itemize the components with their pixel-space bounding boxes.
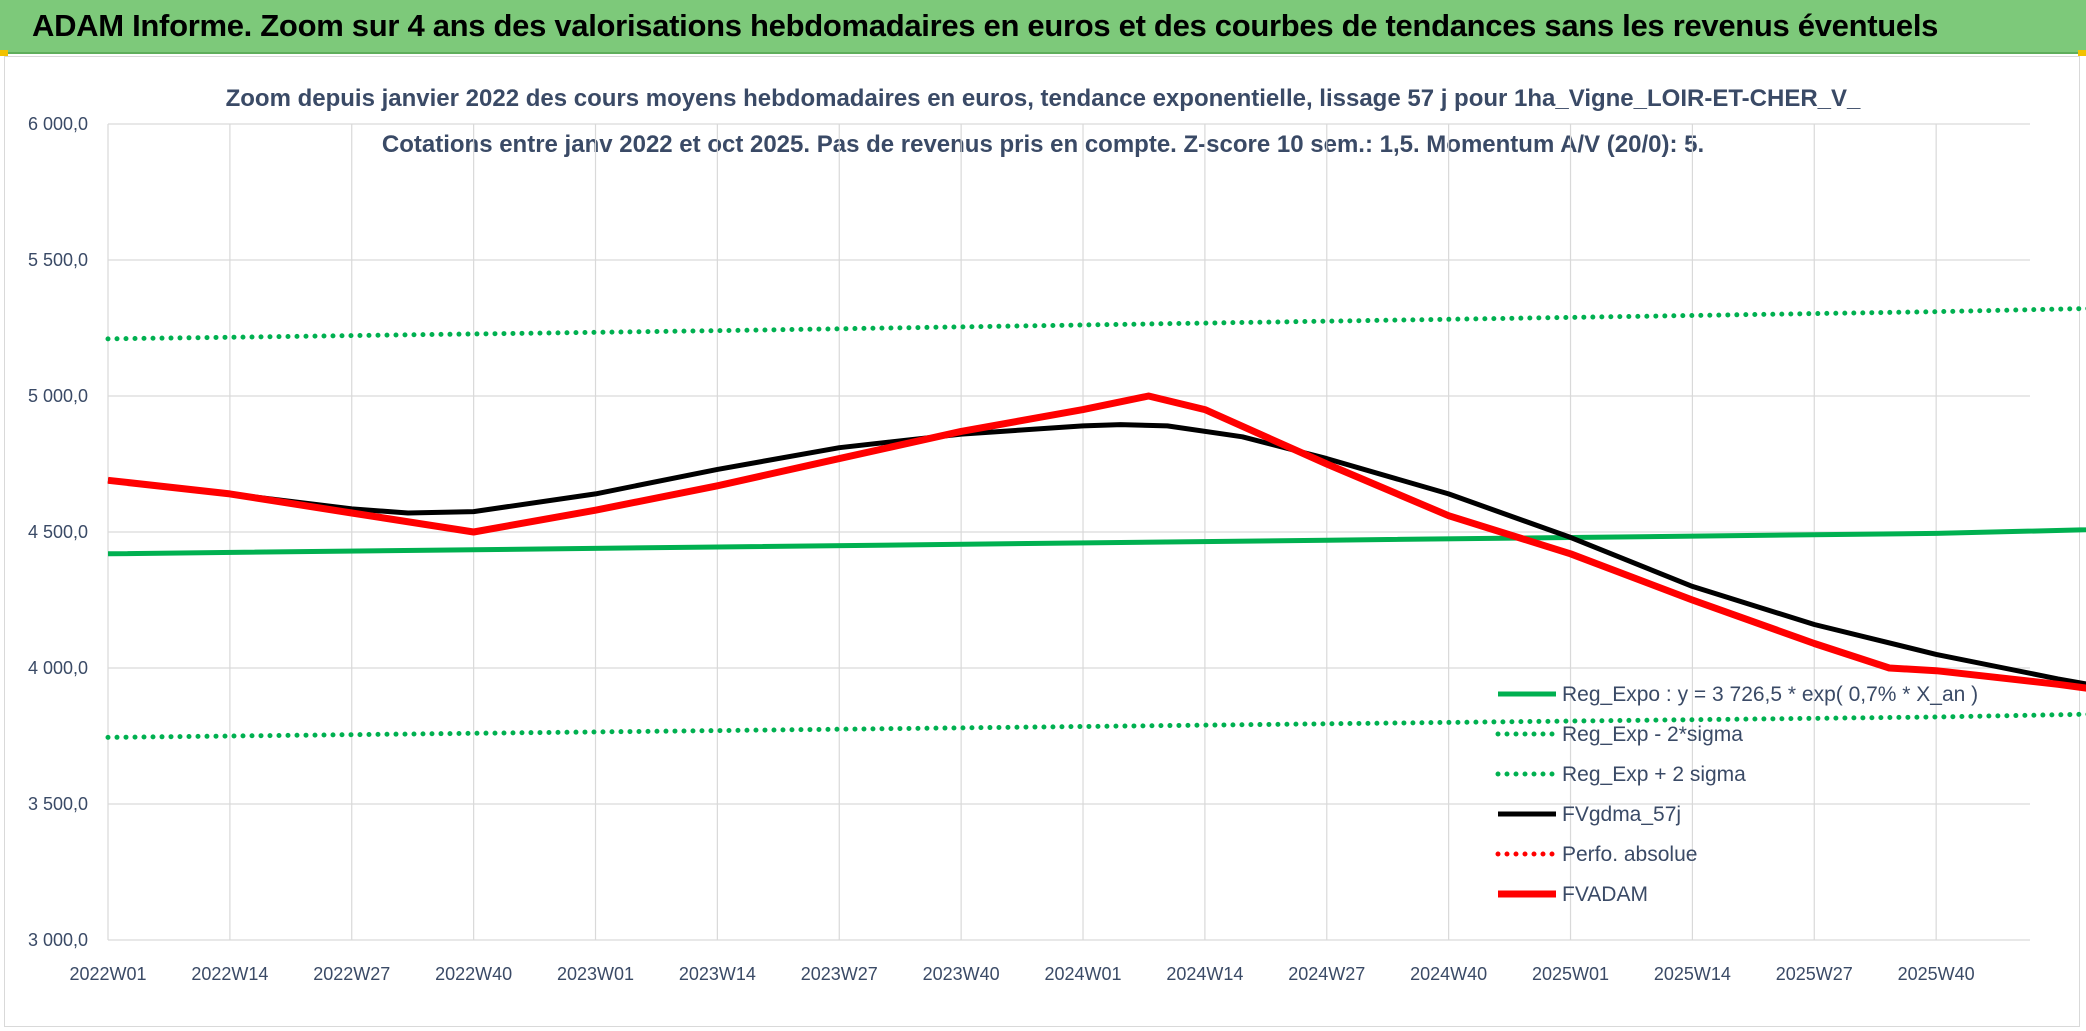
legend-label: FVADAM	[1562, 883, 1648, 906]
y-tick-label: 5 000,0	[28, 386, 88, 406]
x-tick-label: 2025W14	[1654, 964, 1731, 984]
legend-label: Reg_Exp - 2*sigma	[1562, 723, 1743, 746]
x-tick-label: 2023W14	[679, 964, 756, 984]
x-tick-label: 2023W01	[557, 964, 634, 984]
legend-label: Reg_Exp + 2 sigma	[1562, 763, 1746, 786]
chart-frame	[4, 56, 2080, 1027]
y-tick-label: 4 000,0	[28, 658, 88, 678]
legend-label: Reg_Expo : y = 3 726,5 * exp( 0,7% * X_a…	[1562, 683, 1978, 706]
series-line-fvadam	[107, 392, 2086, 692]
legend-label: Perfo. absolue	[1562, 843, 1697, 866]
x-tick-label: 2022W27	[313, 964, 390, 984]
y-tick-label: 3 500,0	[28, 794, 88, 814]
x-tick-label: 2025W01	[1532, 964, 1609, 984]
x-tick-label: 2024W27	[1288, 964, 1365, 984]
x-tick-label: 2023W40	[923, 964, 1000, 984]
banner-corner-left	[0, 50, 8, 56]
x-tick-label: 2024W40	[1410, 964, 1487, 984]
chart-title: Zoom depuis janvier 2022 des cours moyen…	[226, 85, 1861, 112]
series-line-reg-exp	[105, 711, 2086, 740]
x-tick-label: 2024W01	[1044, 964, 1121, 984]
x-tick-label: 2022W14	[191, 964, 268, 984]
y-tick-label: 6 000,0	[28, 114, 88, 134]
banner-corner-right	[2078, 50, 2086, 56]
series-line-fvgdma-57j	[107, 422, 2086, 687]
x-axis-ticks: 2022W01 2022W14 2022W27 2022W40 2023W01 2023W…	[69, 964, 1974, 984]
legend: Reg_Expo : y = 3 726,5 * exp( 0,7% * X_a…	[1495, 683, 1978, 906]
y-tick-label: 5 500,0	[28, 250, 88, 270]
series-lines	[105, 306, 2086, 740]
series-line-reg-exp	[105, 306, 2086, 342]
y-axis-ticks: 3 000,0 3 500,0 4 000,0 4 500,0 5 000,0 5 500…	[28, 114, 88, 950]
y-tick-label: 3 000,0	[28, 930, 88, 950]
y-tick-label: 4 500,0	[28, 522, 88, 542]
series-line-reg-expo	[107, 527, 2086, 557]
chart-subtitle: Cotations entre janv 2022 et oct 2025. P…	[382, 131, 1704, 158]
x-tick-label: 2022W40	[435, 964, 512, 984]
x-tick-label: 2024W14	[1166, 964, 1243, 984]
report-banner: ADAM Informe. Zoom sur 4 ans des valoris…	[0, 0, 2086, 54]
x-tick-label: 2025W27	[1776, 964, 1853, 984]
x-tick-label: 2025W40	[1898, 964, 1975, 984]
x-tick-label: 2022W01	[69, 964, 146, 984]
gridlines	[107, 123, 2030, 941]
legend-label: FVgdma_57j	[1562, 803, 1681, 826]
report-title: ADAM Informe. Zoom sur 4 ans des valoris…	[32, 8, 1939, 43]
x-tick-label: 2023W27	[801, 964, 878, 984]
